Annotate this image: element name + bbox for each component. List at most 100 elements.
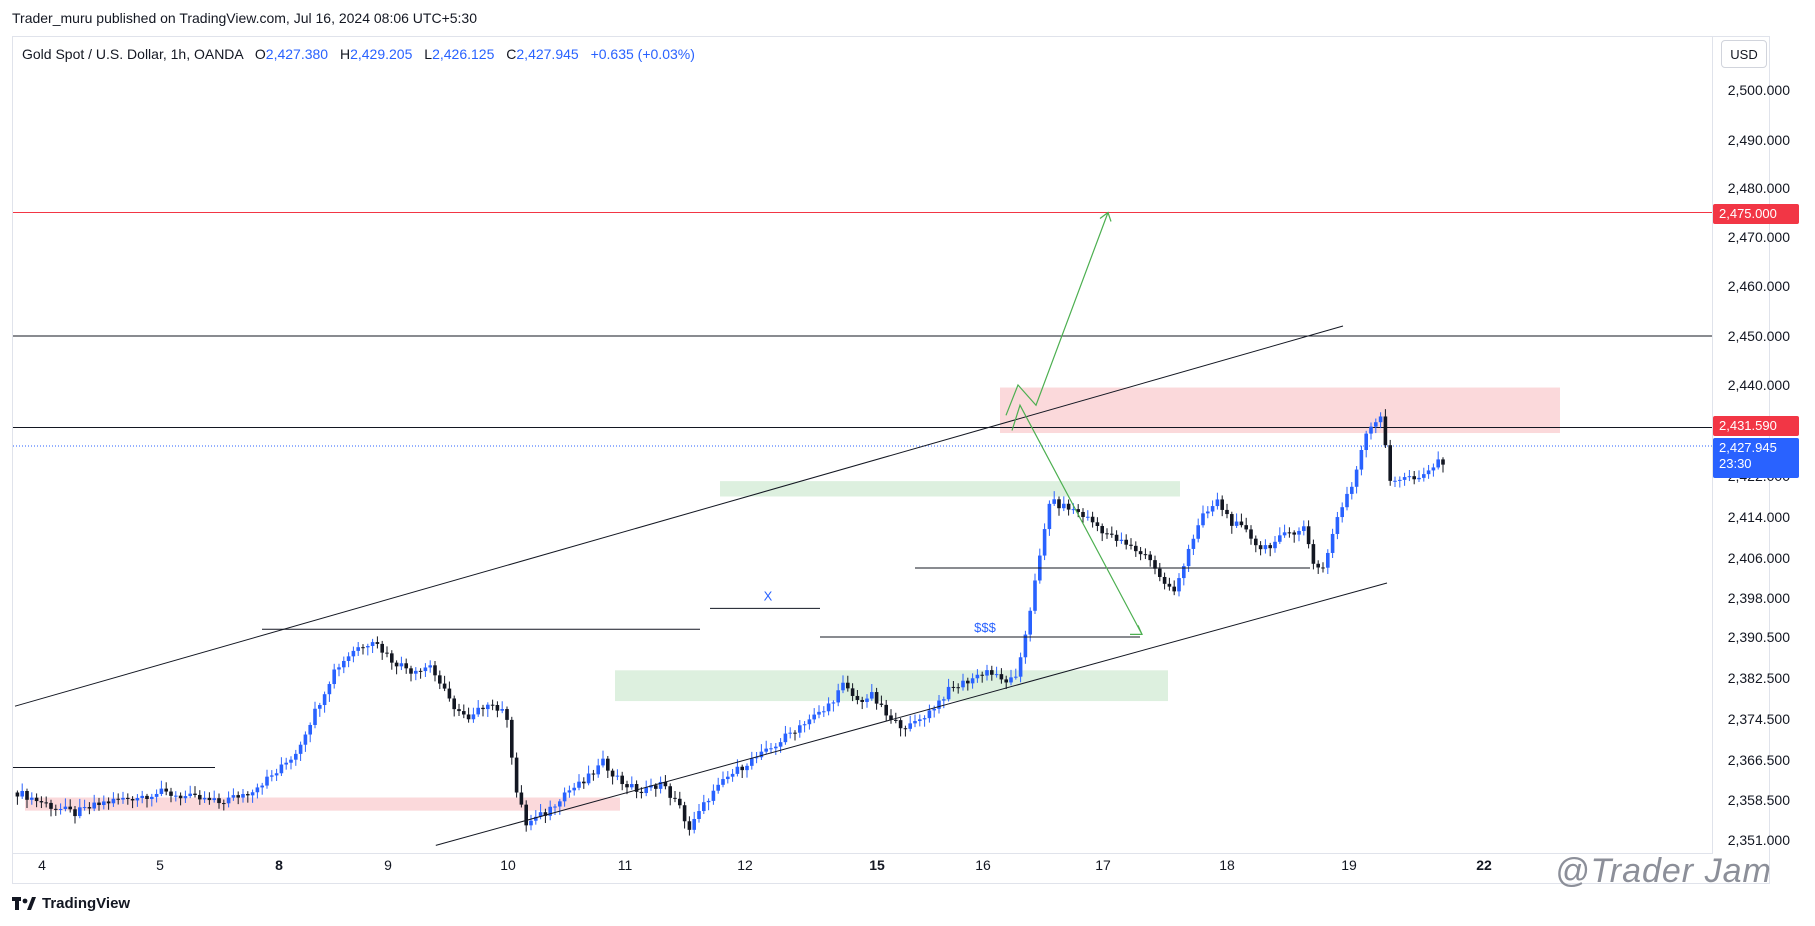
price-tick-label: 2,460.000: [1728, 278, 1790, 294]
candle-body: [922, 718, 927, 720]
candle-body: [385, 652, 389, 654]
candle-body: [759, 751, 764, 758]
candle-body: [889, 715, 893, 720]
candle-body: [673, 797, 677, 799]
candle-body: [1388, 445, 1392, 481]
candle-body: [582, 781, 586, 784]
candle-body: [1383, 416, 1388, 446]
candle-body: [1316, 563, 1320, 568]
candle-body: [946, 686, 951, 700]
candle-body: [121, 797, 125, 800]
low-label: L: [424, 46, 433, 62]
candle-body: [966, 680, 970, 684]
candle-body: [15, 792, 20, 797]
candle-body: [596, 765, 600, 775]
candle-body: [366, 645, 370, 648]
candle-body: [764, 748, 768, 752]
time-tick-label: 18: [1219, 857, 1235, 873]
candle-body: [294, 753, 298, 760]
candle-body: [1143, 554, 1148, 556]
candle-body: [903, 728, 908, 730]
open-label: O: [254, 46, 266, 62]
candle-body: [322, 694, 327, 706]
candle-body: [730, 773, 735, 777]
candle-body: [486, 704, 490, 710]
candle-body: [87, 807, 92, 809]
price-tick-label: 2,398.000: [1728, 590, 1790, 606]
candle-body: [630, 784, 634, 788]
demand-zone: [720, 481, 1180, 497]
close-label: C: [506, 46, 517, 62]
candle-body: [1052, 499, 1056, 504]
tradingview-brand[interactable]: TradingView: [12, 895, 130, 912]
candle-body: [850, 688, 855, 696]
candle-body: [130, 798, 135, 801]
open-value: 2,427.380: [265, 46, 329, 62]
candle-body: [250, 792, 255, 796]
candle-body: [745, 765, 749, 771]
bearish-arrowhead: [1130, 625, 1143, 636]
price-tick-label: 2,500.000: [1728, 82, 1790, 98]
candle-body: [351, 650, 356, 657]
candle-body: [884, 704, 888, 716]
candle-body: [447, 688, 452, 699]
candle-body: [1273, 541, 1277, 549]
candle-body: [774, 746, 778, 749]
candle-body: [78, 807, 82, 817]
candle-body: [1436, 459, 1440, 468]
supply-zone: [1000, 387, 1560, 434]
candle-body: [106, 801, 111, 804]
candle-body: [25, 791, 29, 800]
candle-body: [404, 663, 408, 669]
change-value: +0.635 (+0.03%): [590, 46, 695, 62]
candle-body: [961, 680, 965, 688]
candle-body: [1138, 551, 1143, 555]
candle-body: [802, 724, 807, 726]
candle-body: [538, 812, 543, 817]
candle-body: [644, 787, 648, 794]
candle-body: [1042, 529, 1047, 556]
candle-body: [735, 766, 740, 774]
candle-body: [721, 779, 725, 785]
symbol-legend: Gold Spot / U.S. Dollar, 1h, OANDA O2,42…: [22, 46, 695, 62]
candle-body: [150, 796, 154, 799]
candle-body: [754, 757, 759, 759]
symbol-name[interactable]: Gold Spot / U.S. Dollar, 1h, OANDA: [22, 46, 243, 62]
candle-body: [572, 787, 576, 791]
candle-body: [54, 808, 58, 810]
candle-body: [380, 643, 384, 653]
candle-body: [270, 775, 274, 777]
price-tick-label: 2,440.000: [1728, 377, 1790, 393]
price-tick-label: 2,480.000: [1728, 180, 1790, 196]
candle-body: [750, 758, 754, 766]
candle-body: [222, 803, 226, 805]
candle-body: [716, 784, 720, 791]
candle-body: [1441, 459, 1445, 465]
candle-body: [841, 682, 845, 691]
candle-body: [1393, 480, 1397, 482]
candle-body: [265, 776, 269, 786]
candle-body: [510, 719, 514, 758]
time-axis-separator: [12, 853, 1712, 854]
candle-body: [1412, 476, 1416, 480]
candle-body: [1287, 532, 1292, 534]
candle-body: [639, 791, 644, 794]
candle-body: [726, 776, 730, 780]
price-tick-label: 2,406.000: [1728, 550, 1790, 566]
candle-body: [831, 702, 836, 704]
candle-body: [1129, 544, 1133, 546]
currency-button[interactable]: USD: [1721, 40, 1767, 68]
candle-body: [370, 642, 375, 646]
candle-body: [702, 802, 706, 812]
candle-body: [942, 699, 946, 701]
candle-body: [514, 757, 519, 793]
candle-body: [951, 686, 956, 688]
close-value: 2,427.945: [516, 46, 579, 62]
candle-body: [1105, 533, 1109, 535]
candle-body: [1158, 568, 1162, 577]
candle-body: [1422, 474, 1426, 478]
candle-body: [1263, 545, 1268, 550]
candle-body: [855, 695, 860, 700]
candle-body: [682, 805, 687, 822]
